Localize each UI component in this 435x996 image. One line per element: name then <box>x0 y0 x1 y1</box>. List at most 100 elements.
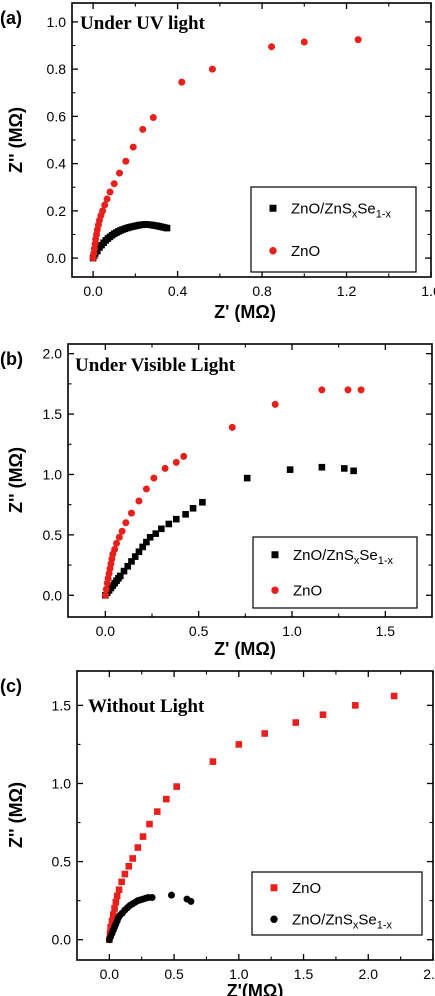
legend-label-main: ZnO <box>293 582 322 599</box>
plot-area <box>89 36 362 262</box>
data-point <box>113 892 121 900</box>
data-point <box>134 844 142 851</box>
legend-label: ZnO <box>293 582 322 599</box>
data-point <box>300 38 308 46</box>
data-point <box>101 201 109 209</box>
series-zno <box>101 386 365 599</box>
legend-label-main: ZnO/ZnS <box>291 200 352 217</box>
data-point <box>271 400 279 408</box>
data-point <box>152 530 160 537</box>
data-point <box>150 474 158 482</box>
legend-label: ZnO/ZnSxSe1-x <box>292 911 392 931</box>
data-point <box>350 467 357 475</box>
data-point <box>111 905 118 912</box>
legend: ZnO ZnO/ZnSxSe1-x <box>251 871 423 936</box>
legend-box <box>251 871 423 936</box>
data-point <box>127 509 135 517</box>
data-point <box>148 894 156 902</box>
y-tick-label: 0.0 <box>43 587 63 603</box>
panel-b: 0.0 0.5 1.0 1.5 0.0 0.5 1.0 1.5 2.0 (b) Under Visi… <box>0 343 433 659</box>
data-point <box>318 386 326 394</box>
data-point <box>107 923 114 931</box>
data-point <box>261 730 269 737</box>
legend-label-sub: 1-x <box>376 208 392 220</box>
data-point <box>124 562 132 570</box>
data-point <box>318 463 326 471</box>
plot-area <box>101 386 365 599</box>
x-tick-label: 2.0 <box>359 966 379 982</box>
panel-a: 0.0 0.4 0.8 1.2 1.6 0.0 0.2 0.4 0.6 0.8 1.0 (a) Unde… <box>0 2 435 322</box>
data-point <box>163 224 171 232</box>
legend-label-sub: x <box>353 919 359 931</box>
data-point <box>243 474 251 482</box>
y-tick-label: 1.0 <box>47 14 67 30</box>
x-tick-label: 0.8 <box>252 283 272 299</box>
legend-marker <box>271 551 279 559</box>
series-zno-znssse <box>89 221 171 262</box>
series-zno <box>106 692 398 943</box>
legend-label-main: ZnO <box>292 880 321 897</box>
x-tick-label: 1.6 <box>421 283 435 299</box>
x-axis-label: Z' (MΩ) <box>214 302 276 322</box>
legend-box <box>252 536 418 609</box>
y-tick-label: 1.0 <box>52 775 72 791</box>
legend-marker <box>269 204 277 212</box>
data-point <box>352 702 359 709</box>
data-point <box>111 545 119 553</box>
data-point <box>106 188 114 196</box>
y-axis-label: Z'' (MΩ) <box>6 782 26 848</box>
x-tick-label: 2.5 <box>423 966 435 982</box>
x-tick-label: 1.5 <box>376 623 396 639</box>
y-axis-label: Z'' (MΩ) <box>6 447 26 513</box>
y-tick-label: 0.6 <box>47 108 67 124</box>
x-tick-label: 0.0 <box>100 966 120 982</box>
data-point <box>182 511 189 518</box>
legend-label-sub: 1-x <box>377 919 393 931</box>
panel-c: 0.0 0.5 1.0 1.5 2.0 2.5 0.0 0.5 1.0 1.5 (c) Without… <box>0 670 435 996</box>
data-point <box>103 195 111 203</box>
data-point <box>168 891 176 899</box>
data-point <box>121 870 129 878</box>
legend-label-sub: x <box>354 555 360 567</box>
legend-label-main: ZnO <box>291 243 320 260</box>
y-tick-label: 1.5 <box>52 697 72 713</box>
plot-area <box>105 692 398 944</box>
chart-title: Without Light <box>88 696 205 717</box>
legend-label: ZnO/ZnSxSe1-x <box>293 547 393 567</box>
legend-box <box>250 186 417 273</box>
legend-label: ZnO <box>292 880 321 897</box>
data-point <box>189 504 197 512</box>
legend-label: ZnO/ZnSxSe1-x <box>291 200 391 220</box>
x-tick-label: 1.2 <box>337 283 357 299</box>
data-point <box>228 423 236 431</box>
data-point <box>172 458 180 466</box>
data-point <box>292 719 300 726</box>
data-point <box>354 36 362 44</box>
data-point <box>180 452 188 460</box>
data-point <box>139 833 147 840</box>
data-point <box>149 114 157 122</box>
data-point <box>112 898 120 906</box>
data-point <box>340 465 348 472</box>
legend-label-sub: 1-x <box>378 555 394 567</box>
data-point <box>319 711 327 719</box>
legend-label-sub: x <box>352 208 358 220</box>
legend-marker <box>270 884 278 892</box>
legend: ZnO/ZnSxSe1-x ZnO <box>252 536 418 609</box>
data-point <box>113 539 121 547</box>
data-point <box>161 464 169 472</box>
series-zno <box>89 36 362 262</box>
legend-marker <box>269 247 277 255</box>
data-point <box>143 538 150 546</box>
data-point <box>268 43 276 51</box>
data-point <box>208 65 216 73</box>
data-point <box>344 386 352 394</box>
data-point <box>128 558 135 565</box>
x-tick-label: 0.0 <box>96 623 116 639</box>
plot-frame <box>76 670 434 961</box>
data-point <box>109 911 117 918</box>
x-tick-label: 0.0 <box>83 283 103 299</box>
panel-label: (a) <box>0 8 22 28</box>
data-point <box>142 485 150 493</box>
data-point <box>108 917 116 925</box>
